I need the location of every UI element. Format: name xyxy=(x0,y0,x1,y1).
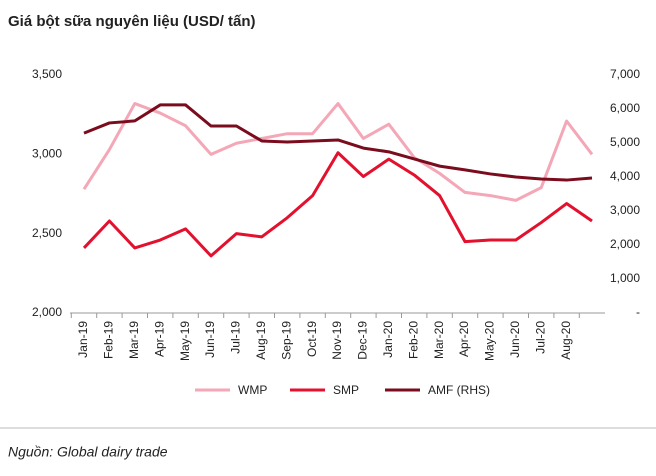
y2-tick-label: 1,000 xyxy=(610,271,640,285)
x-tick-label: Jun-19 xyxy=(203,321,217,358)
y-tick-label: 3,000 xyxy=(32,147,62,161)
chart-title: Giá bột sữa nguyên liệu (USD/ tấn) xyxy=(8,13,256,30)
x-tick-label: Apr-19 xyxy=(152,321,166,357)
y2-tick-label: 6,000 xyxy=(610,101,640,115)
y2-tick-label: 4,000 xyxy=(610,169,640,183)
y2-tick-label: 5,000 xyxy=(610,135,640,149)
x-tick-label: Feb-20 xyxy=(406,321,420,359)
series-line xyxy=(83,103,593,182)
x-tick-label: May-19 xyxy=(178,321,192,361)
y-tick-label: 3,500 xyxy=(32,67,62,81)
legend-label: SMP xyxy=(333,383,359,397)
source: Nguồn: Global dairy trade xyxy=(8,444,168,460)
y-tick-label: 2,000 xyxy=(32,305,62,319)
x-tick-label: Sep-19 xyxy=(279,321,293,360)
x-tick-label: Mar-20 xyxy=(432,321,446,359)
x-tick-label: Nov-19 xyxy=(330,321,344,360)
x-tick-label: Feb-19 xyxy=(102,321,116,359)
x-tick-label: Jan-19 xyxy=(76,321,90,358)
series-line xyxy=(82,102,594,202)
x-tick-label: Aug-19 xyxy=(254,321,268,360)
legend-label: WMP xyxy=(238,383,267,397)
legend-label: AMF (RHS) xyxy=(428,383,490,397)
y2-tick-label: - xyxy=(636,305,640,319)
x-tick-label: Jan-20 xyxy=(381,321,395,358)
x-tick-label: Mar-19 xyxy=(127,321,141,359)
x-tick-label: Jul-19 xyxy=(229,321,243,354)
x-tick-label: Jul-20 xyxy=(533,321,547,354)
x-tick-label: Dec-19 xyxy=(356,321,370,360)
y-tick-label: 2,500 xyxy=(32,226,62,240)
x-tick-label: Aug-20 xyxy=(559,321,573,360)
y2-tick-label: 7,000 xyxy=(610,67,640,81)
x-tick-label: Oct-19 xyxy=(305,321,319,357)
x-tick-label: May-20 xyxy=(483,321,497,361)
series-line xyxy=(82,151,593,258)
y2-tick-label: 2,000 xyxy=(610,237,640,251)
x-tick-label: Apr-20 xyxy=(457,321,471,357)
x-tick-label: Jun-20 xyxy=(508,321,522,358)
y2-tick-label: 3,000 xyxy=(610,203,640,217)
